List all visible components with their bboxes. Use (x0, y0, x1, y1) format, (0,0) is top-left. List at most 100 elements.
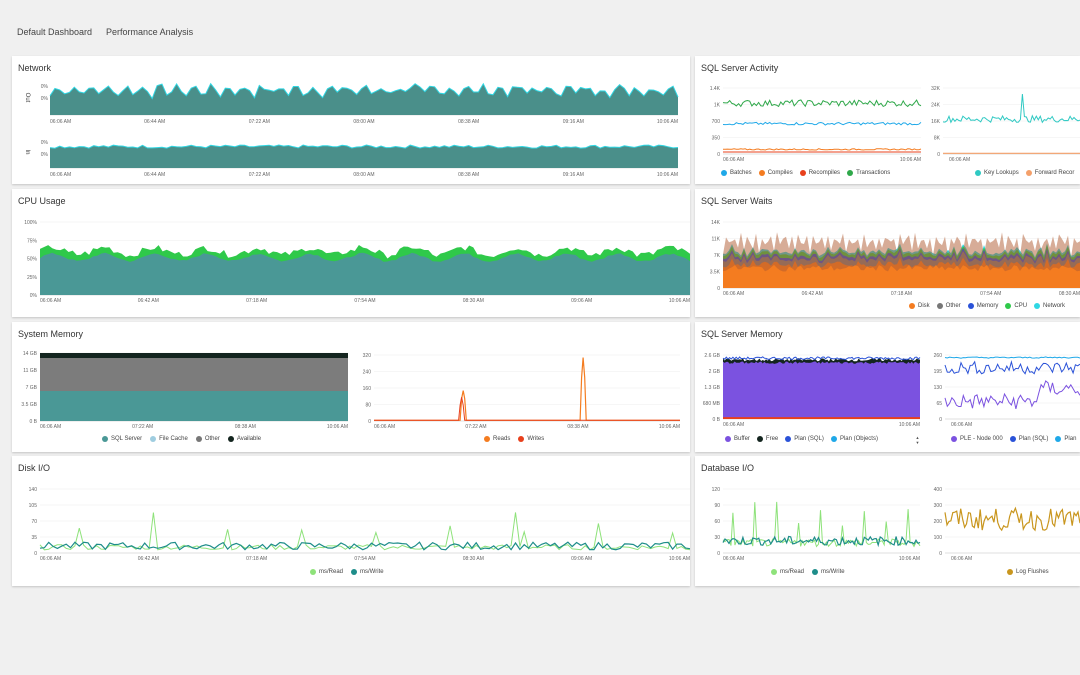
y-tick-label: 0 (34, 551, 37, 557)
legend-item[interactable]: ms/Read (310, 569, 343, 575)
legend-item[interactable]: Recompiles (799, 170, 840, 176)
legend-label: Plan (SQL) (1018, 436, 1049, 442)
legend-dot (812, 569, 819, 575)
legend-item[interactable]: File Cache (150, 436, 188, 442)
x-tick-label: 08:38 AM (458, 119, 479, 125)
y-tick-label: 0 (717, 286, 720, 292)
legend-dot (756, 436, 763, 442)
x-tick-label: 07:18 AM (891, 291, 912, 297)
legend-item[interactable]: Reads (484, 436, 510, 442)
legend-item[interactable]: Plan (Objects) (830, 436, 878, 442)
legend-label: Other (204, 436, 220, 442)
legend-item[interactable]: Key Lookups (975, 170, 1019, 176)
legend-item[interactable]: CPU (1005, 303, 1027, 309)
y-tick-label: 240 (363, 370, 372, 376)
legend-label: Network (1043, 303, 1066, 309)
legend-item[interactable]: Plan (1055, 436, 1076, 442)
system-memory-panel: System Memory 14 GB 11 GB 7 GB 3.5 GB 0 B 06:… (12, 322, 690, 452)
x-tick-label: 10:06 AM (657, 119, 678, 125)
plan-line (944, 356, 1080, 359)
tab-performance-analysis[interactable]: Performance Analysis (106, 27, 194, 37)
key-lookups-series-line (942, 93, 1080, 124)
legend-scroll-button[interactable]: ▲▼ (915, 435, 920, 445)
legend-item[interactable]: ms/Write (351, 569, 384, 575)
legend-item[interactable]: ms/Write (812, 569, 845, 575)
legend-item[interactable]: Buffer (725, 436, 750, 442)
y-tick-label: 50% (27, 257, 38, 263)
legend-memory: SQL Server File Cache Other Available (102, 436, 261, 442)
legend-item[interactable]: Plan (SQL) (1009, 436, 1049, 442)
legend-item[interactable]: Network (1034, 303, 1065, 309)
y-tick-label: 14K (711, 220, 721, 226)
legend-item[interactable]: Disk (909, 303, 930, 309)
cpu-usage-panel: CPU Usage 100% 75% 50% 25% 0% 06:06 AM 06:42 A… (12, 189, 690, 317)
legend-item[interactable]: Batches (721, 170, 752, 176)
legend-dot (484, 436, 490, 442)
y-tick-label: 260 (934, 353, 943, 359)
legend-item[interactable]: Forward Recor (1025, 170, 1075, 176)
sql-server-activity-panel: SQL Server Activity 1.4K 1K 700 350 0 06:06 A… (695, 56, 1080, 184)
x-tick-label: 09:16 AM (563, 172, 584, 178)
cpu-sql-area (40, 252, 690, 295)
legend-item[interactable]: Available (227, 436, 261, 442)
legend-item[interactable]: Memory (967, 303, 998, 309)
legend-dot (951, 436, 957, 442)
legend-item[interactable]: Compiles (758, 170, 793, 176)
legend-dot (1007, 569, 1013, 575)
y-tick-label: 0% (30, 293, 38, 299)
ms-read-series-line (39, 512, 690, 551)
legend-label: Writes (527, 436, 545, 442)
y-tick-label: 65 (936, 401, 942, 407)
x-tick-label: 06:42 AM (138, 298, 159, 304)
legend-item[interactable]: ms/Read (771, 569, 804, 575)
y-tick-label: 0 B (29, 419, 37, 425)
x-tick-label: 07:54 AM (354, 298, 375, 304)
legend-item[interactable]: Free (756, 436, 778, 442)
in-series-line (49, 144, 679, 149)
ms-read-series-line (722, 501, 921, 548)
x-tick-label: 09:06 AM (571, 556, 592, 562)
x-tick-label: 07:18 AM (246, 298, 267, 304)
log-flushes-series-line (944, 506, 1080, 532)
x-tick-label: 06:06 AM (723, 291, 744, 297)
y-tick-label: 0% (41, 152, 49, 158)
x-tick-label: 09:06 AM (571, 298, 592, 304)
legend-item[interactable]: Other (195, 436, 220, 442)
x-tick-label: 10:06 AM (659, 424, 680, 430)
legend-label: Forward Recor (1034, 170, 1075, 176)
legend-item[interactable]: Transactions (847, 170, 890, 176)
tab-default-dashboard[interactable]: Default Dashboard (17, 27, 93, 37)
y-tick-label: 105 (29, 503, 38, 509)
y-tick-label: 1.3 GB (704, 385, 720, 391)
y-tick-label: 1.4K (710, 86, 721, 92)
legend-label: SQL Server (111, 436, 143, 442)
x-tick-label: 06:06 AM (50, 172, 71, 178)
legend-item[interactable]: Plan (SQL) (785, 436, 824, 442)
x-tick-label: 06:42 AM (802, 291, 823, 297)
legend-item[interactable]: Writes (518, 436, 544, 442)
y-tick-label: 11K (711, 237, 720, 243)
network-panel: Network 0% 0% Out 06:06 AM 06:44 AM 07:22 AM 0… (12, 56, 690, 184)
x-tick-label: 06:06 AM (949, 157, 970, 163)
y-tick-label: 70 (31, 519, 37, 525)
legend-dot (771, 569, 777, 575)
legend-item[interactable]: PLE - Node 000 (951, 436, 1003, 442)
y-tick-label: 1K (714, 103, 721, 109)
legend-label: Buffer (734, 436, 750, 442)
legend-item[interactable]: SQL Server (102, 436, 142, 442)
panel-title: System Memory (18, 329, 84, 339)
y-tick-label: 700 (712, 119, 721, 125)
legend-label: Other (945, 303, 961, 309)
legend-item[interactable]: Log Flushes (1007, 569, 1049, 575)
legend-label: ms/Read (780, 569, 805, 575)
legend-item[interactable]: Other (936, 303, 961, 309)
y-tick-label: 100 (934, 535, 943, 541)
legend-dot (785, 436, 792, 442)
y-tick-label: 2.6 GB (704, 353, 720, 359)
x-tick-label: 10:06 AM (327, 424, 348, 430)
disk-io-panel: Disk I/O 140 105 70 35 0 06:06 AM 06:42 AM 07:1… (12, 456, 690, 586)
legend-dot (1025, 170, 1032, 176)
x-tick-label: 10:06 AM (900, 157, 921, 163)
x-tick-label: 07:22 AM (249, 172, 270, 178)
